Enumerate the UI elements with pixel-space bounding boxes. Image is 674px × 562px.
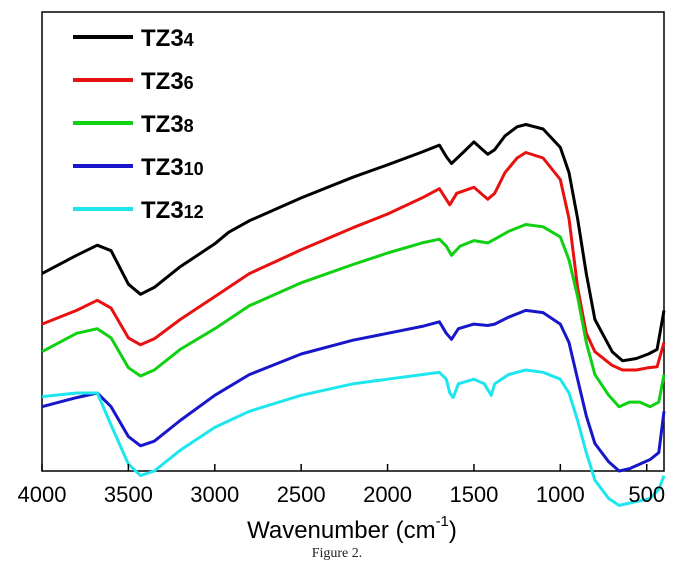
x-tick-label: 4000 [18,482,67,507]
x-tick-label: 1500 [449,482,498,507]
x-tick-label: 500 [628,482,665,507]
x-axis-title: Wavenumber (cm-1) [247,513,457,544]
plot-frame [41,11,665,472]
series-line-tz312 [41,368,666,507]
x-tick-label: 2000 [363,482,412,507]
x-tick-label: 3500 [104,482,153,507]
legend-label-tz38: TZ38 [141,111,194,138]
series-line-tz310 [41,308,666,473]
legend-label-tz34: TZ34 [141,25,194,52]
figure-caption: Figure 2. [311,546,363,561]
x-tick-label: 2500 [277,482,326,507]
legend: TZ34 TZ36 TZ38 TZ310 TZ312 [73,25,204,224]
legend-label-tz36: TZ36 [141,68,194,95]
series-line-tz36 [41,151,666,372]
series-line-tz34 [41,123,666,363]
legend-label-tz312: TZ312 [141,197,204,224]
x-axis-ticks: 4000 3500 3000 2500 2000 1500 1000 500 [18,464,665,507]
x-tick-label: 1000 [536,482,585,507]
series-line-tz38 [41,223,666,409]
legend-label-tz310: TZ310 [141,154,204,181]
series-layer [41,123,666,507]
x-tick-label: 3000 [190,482,239,507]
